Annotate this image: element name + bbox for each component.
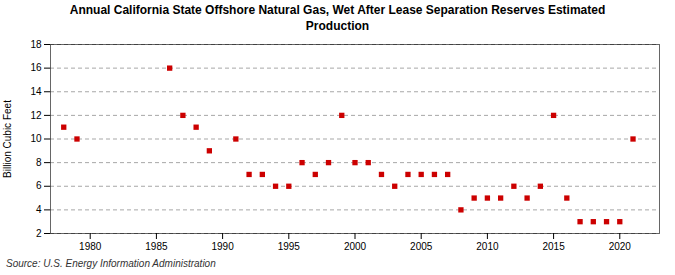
svg-text:6: 6 (36, 181, 42, 192)
svg-text:1980: 1980 (79, 241, 102, 252)
svg-text:1995: 1995 (278, 241, 301, 252)
html-text:Annual California State Offsho: Annual California State Offshore Natural… (69, 3, 606, 33)
svg-text:8: 8 (36, 157, 42, 168)
svg-text:1990: 1990 (211, 241, 234, 252)
svg-text:2010: 2010 (476, 241, 499, 252)
svg-text:4: 4 (36, 204, 42, 215)
svg-text:2: 2 (36, 228, 42, 239)
html-text:Source: U.S. Energy Informatio: Source: U.S. Energy Information Administ… (6, 258, 216, 270)
svg-text:14: 14 (30, 86, 42, 97)
svg-text:Billion Cubic Feet: Billion Cubic Feet (2, 100, 13, 178)
svg-text:10: 10 (30, 133, 42, 144)
svg-text:2020: 2020 (609, 241, 632, 252)
svg-text:18: 18 (30, 39, 42, 50)
svg-text:2015: 2015 (542, 241, 565, 252)
svg-text:2005: 2005 (410, 241, 433, 252)
svg-text:1985: 1985 (145, 241, 168, 252)
svg-text:16: 16 (30, 63, 42, 74)
svg-text:12: 12 (30, 110, 42, 121)
svg-text:2000: 2000 (344, 241, 367, 252)
